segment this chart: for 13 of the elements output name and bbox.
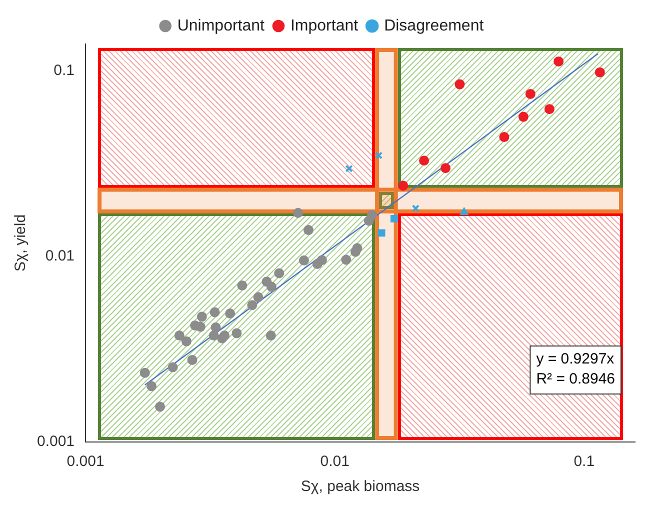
x-axis-title: Sχ, peak biomass bbox=[300, 478, 420, 496]
annotation: y = 0.9297x bbox=[536, 350, 615, 368]
y-axis-title: Sχ, yield bbox=[12, 214, 30, 272]
legend-label: Important bbox=[290, 17, 359, 34]
legend-label: Disagreement bbox=[384, 17, 484, 34]
annotation: R² = 0.8946 bbox=[536, 370, 616, 388]
y-tick-label: 0.001 bbox=[36, 433, 75, 450]
legend-label: Unimportant bbox=[177, 17, 266, 34]
y-tick-label: 0.1 bbox=[54, 62, 75, 80]
x-tick-label: 0.001 bbox=[66, 453, 104, 470]
y-tick-label: 0.01 bbox=[45, 248, 75, 265]
x-tick-label: 0.01 bbox=[320, 453, 350, 470]
x-tick-label: 0.1 bbox=[574, 453, 595, 470]
